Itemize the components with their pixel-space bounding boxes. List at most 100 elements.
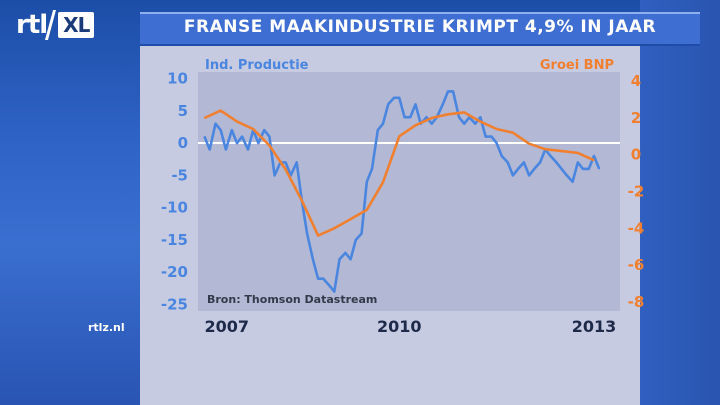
data-point: [322, 278, 324, 280]
data-point: [431, 117, 433, 119]
data-point: [528, 143, 530, 145]
data-point: [403, 116, 406, 118]
title-bar: FRANSE MAAKINDUSTRIE KRIMPT 4,9% IN JAAR: [140, 12, 700, 46]
right-tick-label: -2: [628, 183, 645, 201]
data-point: [463, 123, 465, 125]
data-point: [539, 161, 541, 164]
data-point: [414, 103, 417, 105]
data-point: [447, 90, 449, 92]
plot-area: [198, 72, 620, 311]
data-point: [333, 291, 335, 293]
data-point: [507, 161, 509, 164]
rtl-xl-logo: rtl XL: [16, 8, 95, 42]
data-point: [593, 159, 595, 161]
data-point: [361, 232, 363, 235]
x-tick-label: 2010: [377, 317, 422, 336]
data-point: [203, 135, 206, 138]
data-point: [285, 168, 287, 171]
chart-title: FRANSE MAAKINDUSTRIE KRIMPT 4,9% IN JAAR: [183, 17, 657, 37]
data-point: [593, 155, 595, 157]
data-point: [582, 168, 584, 170]
data-point: [517, 168, 519, 170]
right-axis-title: Groei BNP: [540, 58, 614, 73]
data-point: [252, 128, 254, 130]
data-point: [555, 161, 557, 164]
left-tick-label: 10: [167, 69, 188, 87]
x-axis-ticks: 2007 2010 2013: [204, 317, 616, 336]
data-point: [479, 116, 482, 118]
data-point: [572, 181, 574, 183]
data-point: [236, 121, 238, 123]
data-point: [490, 135, 493, 138]
data-point: [225, 148, 227, 151]
data-point: [274, 174, 276, 176]
data-point: [247, 148, 249, 151]
left-tick-label: -10: [161, 199, 188, 217]
data-point: [414, 124, 417, 126]
data-point: [301, 200, 303, 202]
data-point: [344, 252, 346, 254]
data-point: [382, 181, 384, 183]
data-point: [209, 148, 211, 151]
data-point: [577, 161, 579, 164]
data-point: [387, 103, 389, 105]
left-axis-title: Ind. Productie: [205, 58, 309, 73]
data-point: [306, 232, 308, 235]
data-point: [512, 132, 514, 134]
data-point: [452, 90, 454, 92]
right-tick-label: -4: [628, 219, 645, 237]
left-tick-label: -20: [161, 263, 188, 281]
data-point: [366, 181, 368, 183]
background-right-strip: [640, 0, 720, 405]
data-point: [328, 284, 330, 286]
series-line-ind-productie: [203, 90, 601, 293]
left-tick-label: -5: [171, 166, 188, 184]
data-point: [393, 97, 395, 99]
data-point: [566, 174, 568, 176]
data-point: [496, 142, 498, 144]
data-point: [382, 123, 384, 125]
data-point: [560, 150, 563, 152]
data-point: [588, 168, 590, 170]
right-tick-label: -6: [628, 256, 645, 274]
site-label: rtlz.nl: [88, 321, 125, 334]
left-tick-label: 0: [178, 134, 188, 152]
left-tick-label: -15: [161, 231, 188, 249]
logo-text: rtl: [16, 10, 48, 40]
data-point: [220, 110, 222, 112]
data-point: [463, 111, 465, 114]
series-group: [203, 90, 601, 293]
logo-badge: XL: [58, 12, 95, 38]
data-point: [598, 168, 600, 170]
data-point: [560, 168, 563, 170]
data-point: [263, 129, 265, 131]
right-tick-label: 4: [631, 72, 641, 90]
data-point: [220, 129, 222, 131]
data-point: [398, 97, 400, 99]
data-point: [398, 135, 400, 137]
data-point: [355, 239, 357, 241]
data-point: [236, 142, 238, 144]
data-point: [371, 168, 373, 170]
data-point: [333, 227, 335, 229]
data-point: [528, 174, 530, 176]
left-tick-label: 5: [178, 102, 188, 120]
data-point: [312, 258, 314, 260]
data-point: [496, 128, 498, 130]
x-tick-label: 2013: [572, 317, 617, 336]
data-point: [285, 161, 287, 164]
data-point: [214, 123, 217, 125]
data-point: [296, 161, 298, 164]
data-point: [241, 135, 243, 138]
data-point: [431, 123, 433, 125]
data-point: [474, 123, 476, 125]
right-tick-label: 2: [631, 109, 641, 127]
right-tick-label: 0: [631, 146, 641, 164]
bottom-panel: [140, 350, 640, 405]
left-axis-ticks: 10 5 0 -5 -10 -15 -20 -25: [161, 69, 188, 313]
data-point: [442, 103, 444, 105]
data-point: [425, 116, 428, 118]
data-point: [349, 218, 352, 220]
data-point: [485, 135, 487, 138]
